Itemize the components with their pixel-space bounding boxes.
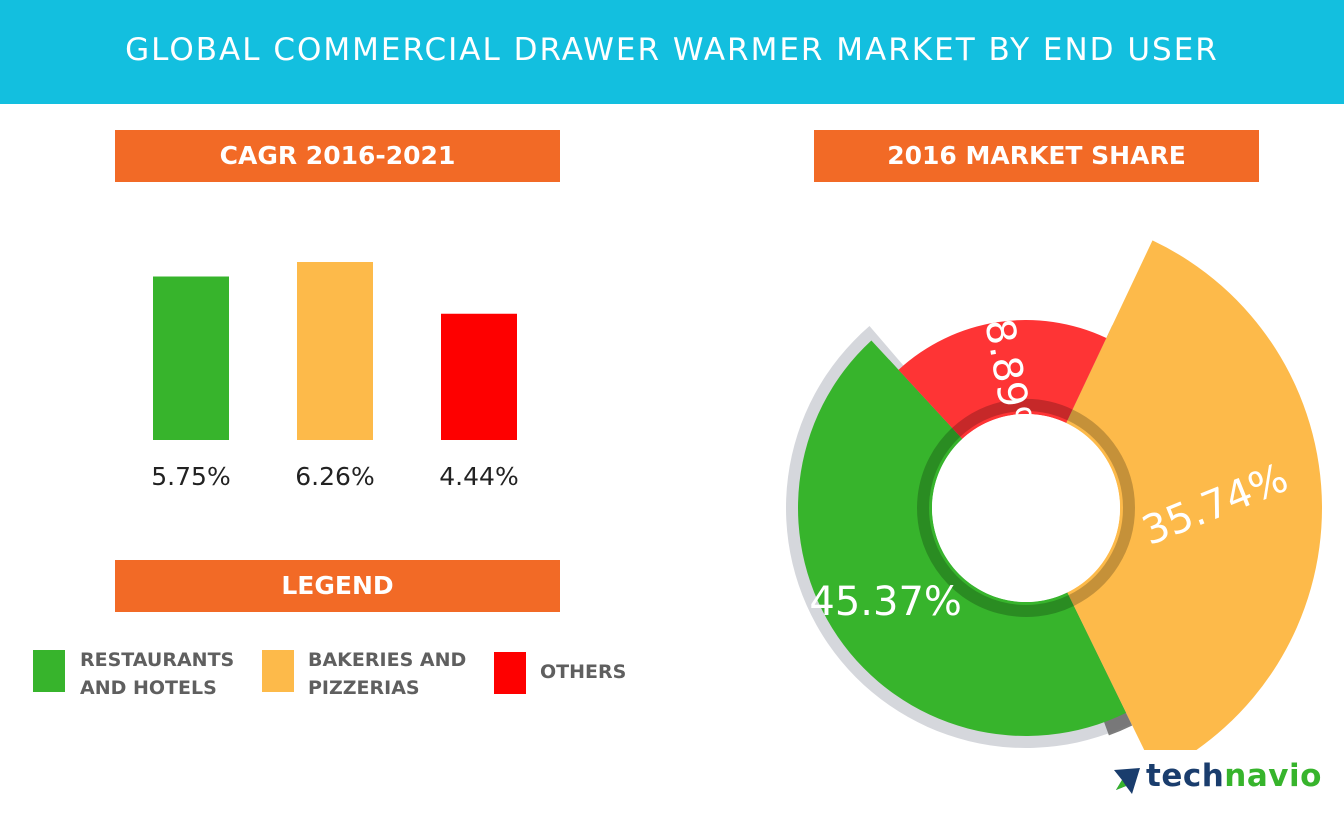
legend-swatch: [262, 650, 294, 692]
donut-inner-rim: [1067, 409, 1135, 606]
market-share-header: 2016 MARKET SHARE: [814, 130, 1259, 182]
legend-label: BAKERIES AND PIZZERIAS: [308, 649, 467, 699]
donut-slice: [1066, 240, 1322, 750]
legend-header: LEGEND: [115, 560, 560, 612]
cagr-header: CAGR 2016-2021: [115, 130, 560, 182]
cagr-bar-chart: 5.75% 6.26% 4.44%: [151, 262, 519, 491]
donut-inner-rim: [952, 399, 1073, 437]
donut-hole: [932, 414, 1120, 602]
cagr-value-label: 4.44%: [439, 462, 518, 491]
cagr-bar: [153, 276, 229, 440]
logo-text-navio: navio: [1224, 758, 1322, 794]
legend-swatch: [494, 652, 526, 694]
legend-label: OTHERS: [540, 661, 627, 683]
page-title: GLOBAL COMMERCIAL DRAWER WARMER MARKET B…: [125, 32, 1219, 68]
cagr-value-label: 5.75%: [151, 462, 230, 491]
logo-text-tech: tech: [1146, 758, 1225, 794]
logo-mark-icon: [1114, 768, 1140, 794]
donut-value-label: 45.37%: [809, 579, 962, 625]
legend-swatch: [33, 650, 65, 692]
market-share-donut-chart: 35.74%45.37%18.89%: [785, 240, 1322, 750]
title-banner: [0, 0, 1344, 104]
logo-text: technavio: [1146, 758, 1322, 794]
cagr-value-label: 6.26%: [295, 462, 374, 491]
donut-slice: [898, 320, 1107, 439]
cagr-bar: [297, 262, 373, 440]
donut-slice: [798, 340, 1127, 736]
cagr-bar: [441, 313, 517, 440]
legend-label: RESTAURANTS AND HOTELS: [80, 649, 235, 699]
donut-inner-rim: [917, 427, 1074, 617]
